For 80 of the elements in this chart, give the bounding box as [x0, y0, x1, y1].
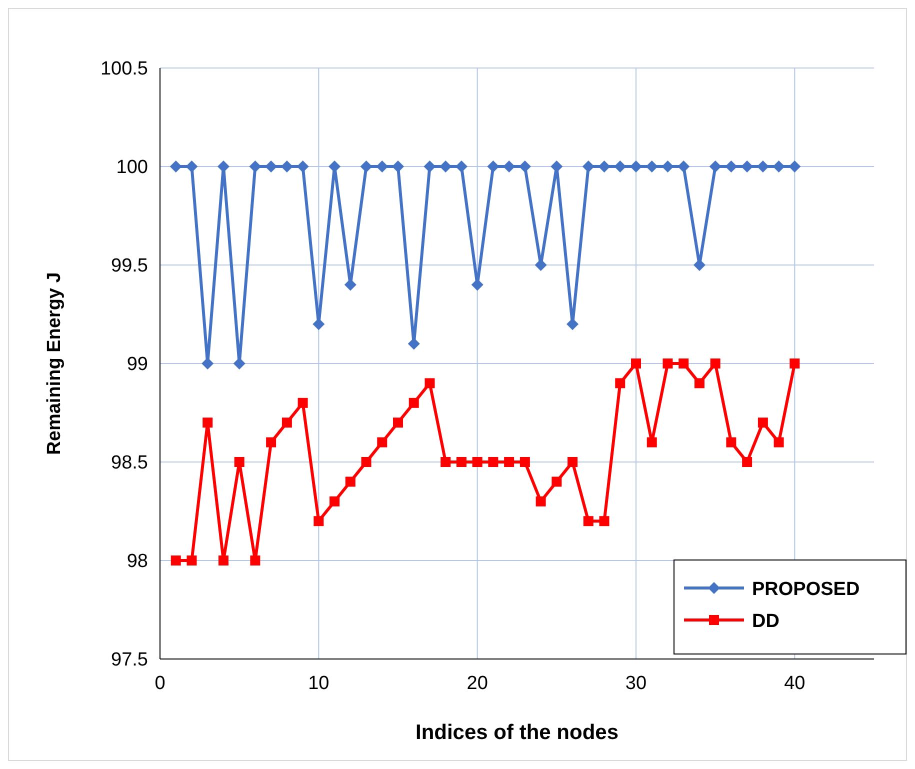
- point: [186, 556, 197, 566]
- point: [170, 556, 181, 566]
- point: [233, 358, 246, 370]
- point: [725, 160, 738, 172]
- point: [440, 457, 451, 467]
- point: [202, 358, 214, 370]
- point: [772, 160, 785, 172]
- point: [678, 160, 690, 172]
- x-tick-label: 0: [154, 673, 166, 694]
- point: [774, 437, 784, 448]
- y-tick-label: 100.5: [100, 58, 148, 80]
- point: [630, 160, 642, 172]
- point: [758, 418, 768, 428]
- point: [646, 437, 657, 448]
- point: [726, 437, 736, 448]
- point: [186, 160, 198, 172]
- point: [345, 476, 356, 487]
- point: [487, 160, 500, 172]
- point: [408, 398, 419, 408]
- point: [488, 457, 498, 467]
- point: [330, 496, 340, 506]
- y-tick-label: 99: [126, 354, 148, 376]
- y-tick-label: 98.5: [111, 452, 148, 474]
- y-tick-label: 97.5: [111, 650, 148, 671]
- point: [314, 516, 324, 526]
- point: [504, 457, 514, 467]
- point: [472, 457, 482, 467]
- point: [424, 378, 435, 388]
- point: [568, 457, 578, 467]
- point: [202, 418, 213, 428]
- point: [742, 457, 752, 467]
- y-axis-title: Remaining Energy J: [44, 272, 65, 455]
- point: [360, 160, 372, 172]
- point: [788, 160, 801, 172]
- point: [249, 160, 262, 172]
- point: [566, 318, 579, 330]
- point: [662, 160, 674, 172]
- legend-label: DD: [752, 611, 780, 632]
- x-tick-label: 20: [466, 673, 488, 694]
- point: [170, 160, 182, 172]
- point: [361, 457, 372, 467]
- point: [266, 437, 276, 448]
- point: [296, 160, 309, 172]
- point: [234, 457, 244, 467]
- point: [250, 556, 260, 566]
- x-tick-label: 10: [308, 673, 330, 694]
- x-axis-title: Indices of the nodes: [415, 721, 619, 744]
- point: [456, 457, 466, 467]
- point: [392, 160, 404, 172]
- x-tick-label: 30: [625, 673, 647, 694]
- x-tick-label: 40: [784, 673, 806, 694]
- point: [312, 318, 325, 330]
- point: [615, 378, 626, 388]
- point: [709, 160, 722, 172]
- point: [377, 437, 388, 448]
- point: [298, 398, 308, 408]
- point: [694, 378, 704, 388]
- point: [598, 160, 610, 172]
- point: [217, 160, 230, 172]
- y-tick-label: 99.5: [111, 256, 148, 277]
- point: [790, 358, 800, 368]
- point: [599, 516, 610, 526]
- point: [536, 496, 546, 506]
- point: [550, 160, 563, 172]
- point: [582, 160, 594, 172]
- point: [631, 358, 641, 368]
- point: [282, 418, 292, 428]
- point: [424, 160, 436, 172]
- point: [678, 358, 689, 368]
- point: [393, 418, 403, 428]
- legend-label: PROPOSED: [752, 579, 860, 600]
- y-tick-label: 100: [116, 157, 148, 178]
- point: [520, 457, 530, 467]
- y-tick-label: 98: [126, 551, 148, 572]
- point: [552, 476, 562, 487]
- point: [328, 160, 341, 172]
- point: [218, 556, 228, 566]
- point: [710, 358, 720, 368]
- point: [583, 516, 594, 526]
- point: [662, 358, 673, 368]
